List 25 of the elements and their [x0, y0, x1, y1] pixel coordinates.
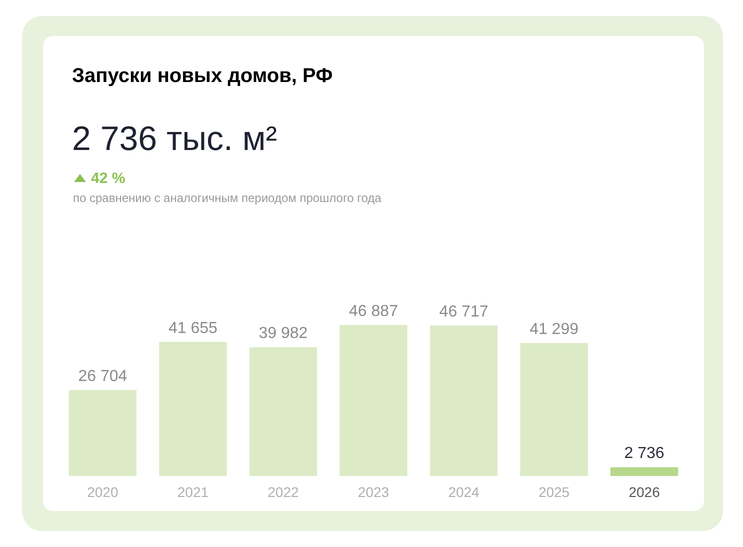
bar — [249, 347, 318, 476]
x-tick-label: 2022 — [268, 484, 300, 500]
text: по сравнению с аналогичным периодом прошлого года — [73, 191, 382, 205]
data-label: 46 717 — [439, 304, 488, 321]
bar — [159, 342, 227, 476]
bar — [610, 467, 678, 476]
data-label: 41 655 — [168, 320, 218, 337]
x-tick-label: 2020 — [87, 484, 118, 500]
x-tick-label: 2024 — [448, 484, 480, 500]
x-tick-label: 2021 — [177, 484, 209, 500]
data-label: 41 299 — [530, 320, 579, 338]
bar — [68, 390, 137, 476]
bar — [520, 342, 588, 476]
data-label: 26 704 — [78, 368, 128, 385]
chart-subtitle: 2 736 тыс. м² — [72, 120, 278, 158]
data-label: 39 982 — [258, 325, 308, 342]
bar — [340, 325, 408, 476]
bar — [430, 326, 498, 476]
x-tick-label: 2025 — [538, 484, 570, 500]
data-label: 2 736 — [624, 445, 664, 462]
data-label: 46 887 — [349, 303, 398, 320]
x-tick-label: 2026 — [628, 484, 660, 500]
chart-title: Запуски новых домов, РФ — [72, 65, 333, 87]
text: 42 % — [91, 170, 126, 187]
x-tick-label: 2023 — [358, 484, 390, 500]
